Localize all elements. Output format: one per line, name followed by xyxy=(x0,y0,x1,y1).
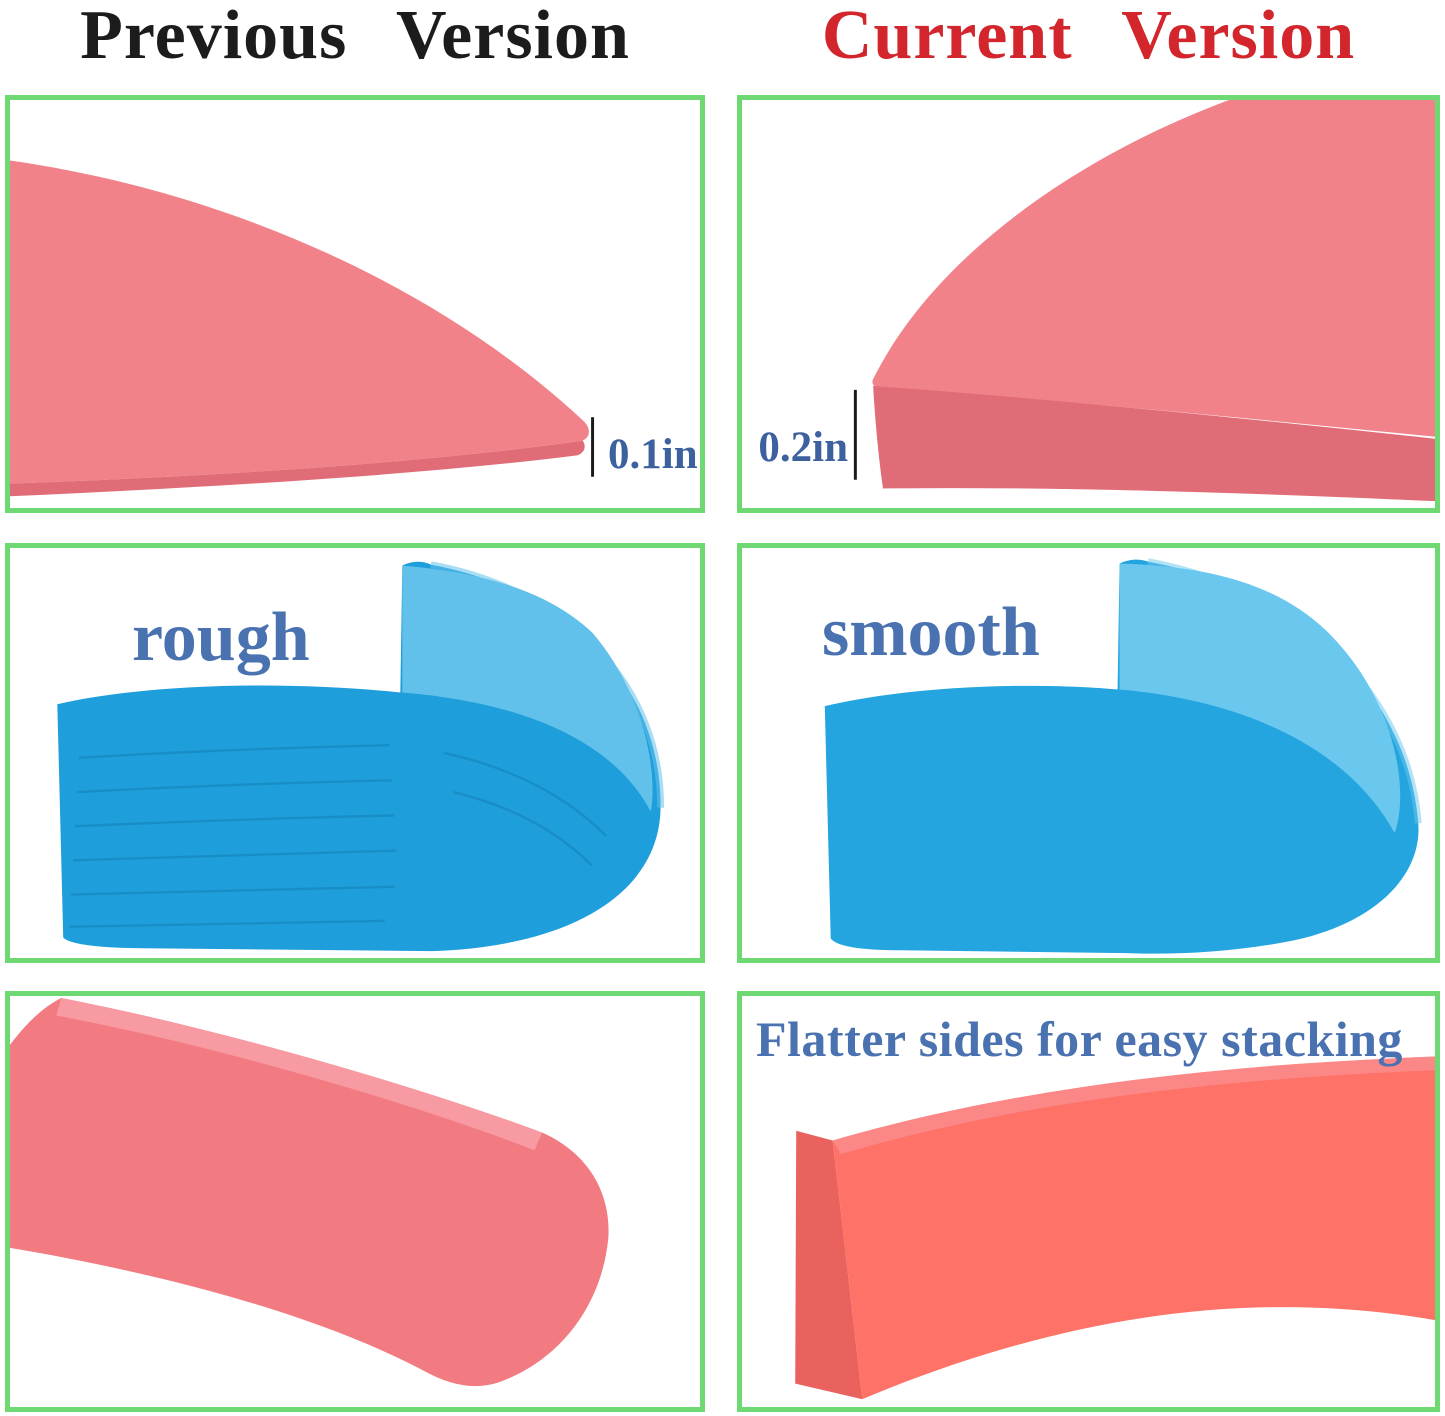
panel-current-side: Flatter sides for easy stacking xyxy=(737,991,1440,1412)
column-header-previous: Previous Version xyxy=(80,0,630,74)
pink-block-top-face-shape xyxy=(872,100,1435,437)
current-side-block-illustration xyxy=(795,1056,1435,1400)
measure-label-previous: 0.1in xyxy=(608,431,698,478)
panel-previous-edge: 0.1in xyxy=(5,95,705,513)
column-header-current: Current Version xyxy=(821,0,1356,74)
measure-label-current: 0.2in xyxy=(758,424,848,471)
blue-arch-inner-bowl-shape xyxy=(1119,563,1401,834)
coral-arch-top-highlight-shape xyxy=(832,1056,1435,1155)
red-arch-body-shape xyxy=(10,997,609,1387)
pink-block-thin-edge-shape xyxy=(10,440,585,497)
current-edge-block-illustration xyxy=(853,100,1435,502)
panel-previous-side xyxy=(5,991,705,1412)
surface-label-previous: rough xyxy=(132,599,310,676)
previous-edge-block-illustration xyxy=(10,160,595,497)
side-label-current: Flatter sides for easy stacking xyxy=(756,1011,1403,1067)
panel-current-edge: 0.2in xyxy=(737,95,1440,513)
panel-previous-surface: rough xyxy=(5,543,705,963)
pink-block-top-face-shape xyxy=(10,160,589,484)
blue-arch-inner-bowl-shape xyxy=(402,565,653,812)
pink-block-thick-edge-shape xyxy=(873,385,1435,502)
previous-surface-block-illustration xyxy=(57,561,665,952)
blue-arch-rim-highlight xyxy=(1147,558,1422,824)
surface-label-current: smooth xyxy=(822,594,1040,671)
rough-texture-lines xyxy=(69,743,608,928)
coral-arch-body-shape xyxy=(832,1056,1435,1400)
current-surface-block-illustration xyxy=(824,558,1422,954)
coral-arch-flat-side-shape xyxy=(795,1130,863,1400)
panel-current-surface: smooth xyxy=(737,543,1440,963)
previous-side-block-illustration xyxy=(10,997,609,1387)
red-arch-top-highlight-shape xyxy=(56,997,543,1151)
blue-arch-rim-highlight xyxy=(430,561,665,808)
